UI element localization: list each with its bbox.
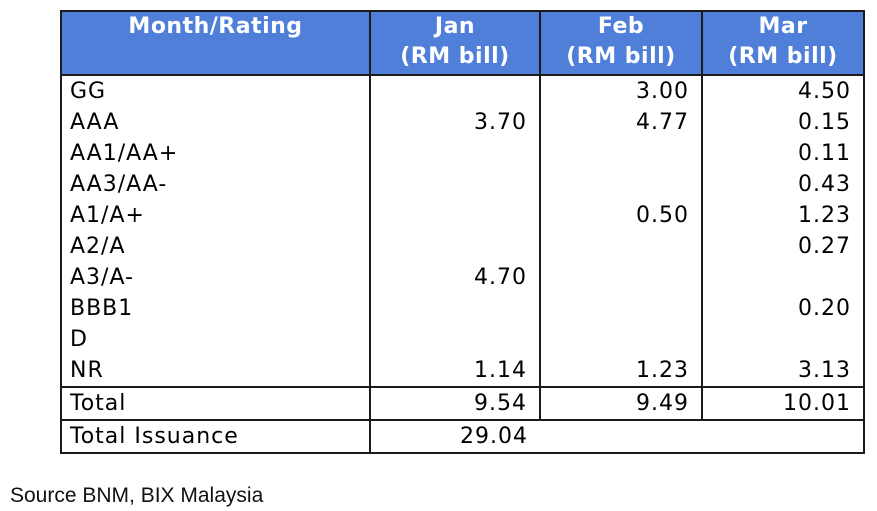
mar-value: 0.11 [701,138,865,169]
table-row: GG 3.00 4.50 [60,75,865,107]
mar-value: 0.15 [701,107,865,138]
mar-value: 1.23 [701,200,865,231]
feb-value [539,138,703,169]
rating-label: AA1/AA+ [60,138,371,169]
mar-value: 0.27 [701,231,865,262]
mar-value: 0.20 [701,293,865,324]
feb-value [539,293,703,324]
rating-label: GG [60,75,371,107]
mar-value: 4.50 [701,75,865,107]
total-feb: 9.49 [539,386,703,421]
rating-label: NR [60,355,371,387]
feb-value: 4.77 [539,107,703,138]
header-month-rating: Month/Rating [60,10,371,76]
jan-value: 4.70 [369,262,541,293]
rating-label: AAA [60,107,371,138]
rating-label: D [60,324,371,355]
total-mar: 10.01 [701,386,865,421]
header-mar: Mar (RM bill) [701,10,865,76]
total-row: Total 9.54 9.49 10.01 [60,386,865,421]
jan-value [369,200,541,231]
feb-value: 3.00 [539,75,703,107]
table-row: NR 1.14 1.23 3.13 [60,355,865,387]
table-row: D [60,324,865,355]
table-row: AAA 3.70 4.77 0.15 [60,107,865,138]
table-row: A3/A- 4.70 [60,262,865,293]
jan-value: 3.70 [369,107,541,138]
jan-value [369,138,541,169]
feb-value: 0.50 [539,200,703,231]
header-feb: Feb (RM bill) [539,10,703,76]
feb-value [539,231,703,262]
mar-value: 3.13 [701,355,865,387]
header-jan: Jan (RM bill) [369,10,541,76]
total-issuance-empty [540,419,865,454]
issuance-table: Month/Rating Jan (RM bill) Feb (RM bill)… [60,10,865,454]
total-jan: 9.54 [369,386,541,421]
table-row: A1/A+ 0.50 1.23 [60,200,865,231]
mar-value [701,262,865,293]
jan-value: 1.14 [369,355,541,387]
feb-value [539,262,703,293]
jan-value [369,293,541,324]
rating-label: A2/A [60,231,371,262]
mar-value [701,324,865,355]
total-issuance-value: 29.04 [369,419,540,454]
table-row: AA1/AA+ 0.11 [60,138,865,169]
rating-label: A1/A+ [60,200,371,231]
header-row: Month/Rating Jan (RM bill) Feb (RM bill)… [60,10,865,76]
total-issuance-label: Total Issuance [60,419,371,454]
rating-label: AA3/AA- [60,169,371,200]
source-note: Source BNM, BIX Malaysia [10,484,264,507]
rating-label: A3/A- [60,262,371,293]
rating-label: BBB1 [60,293,371,324]
table-row: BBB1 0.20 [60,293,865,324]
table-row: AA3/AA- 0.43 [60,169,865,200]
total-issuance-row: Total Issuance 29.04 [60,419,865,454]
jan-value [369,231,541,262]
jan-value [369,75,541,107]
jan-value [369,324,541,355]
feb-value [539,169,703,200]
jan-value [369,169,541,200]
mar-value: 0.43 [701,169,865,200]
total-label: Total [60,386,371,421]
feb-value [539,324,703,355]
table-row: A2/A 0.27 [60,231,865,262]
feb-value: 1.23 [539,355,703,387]
